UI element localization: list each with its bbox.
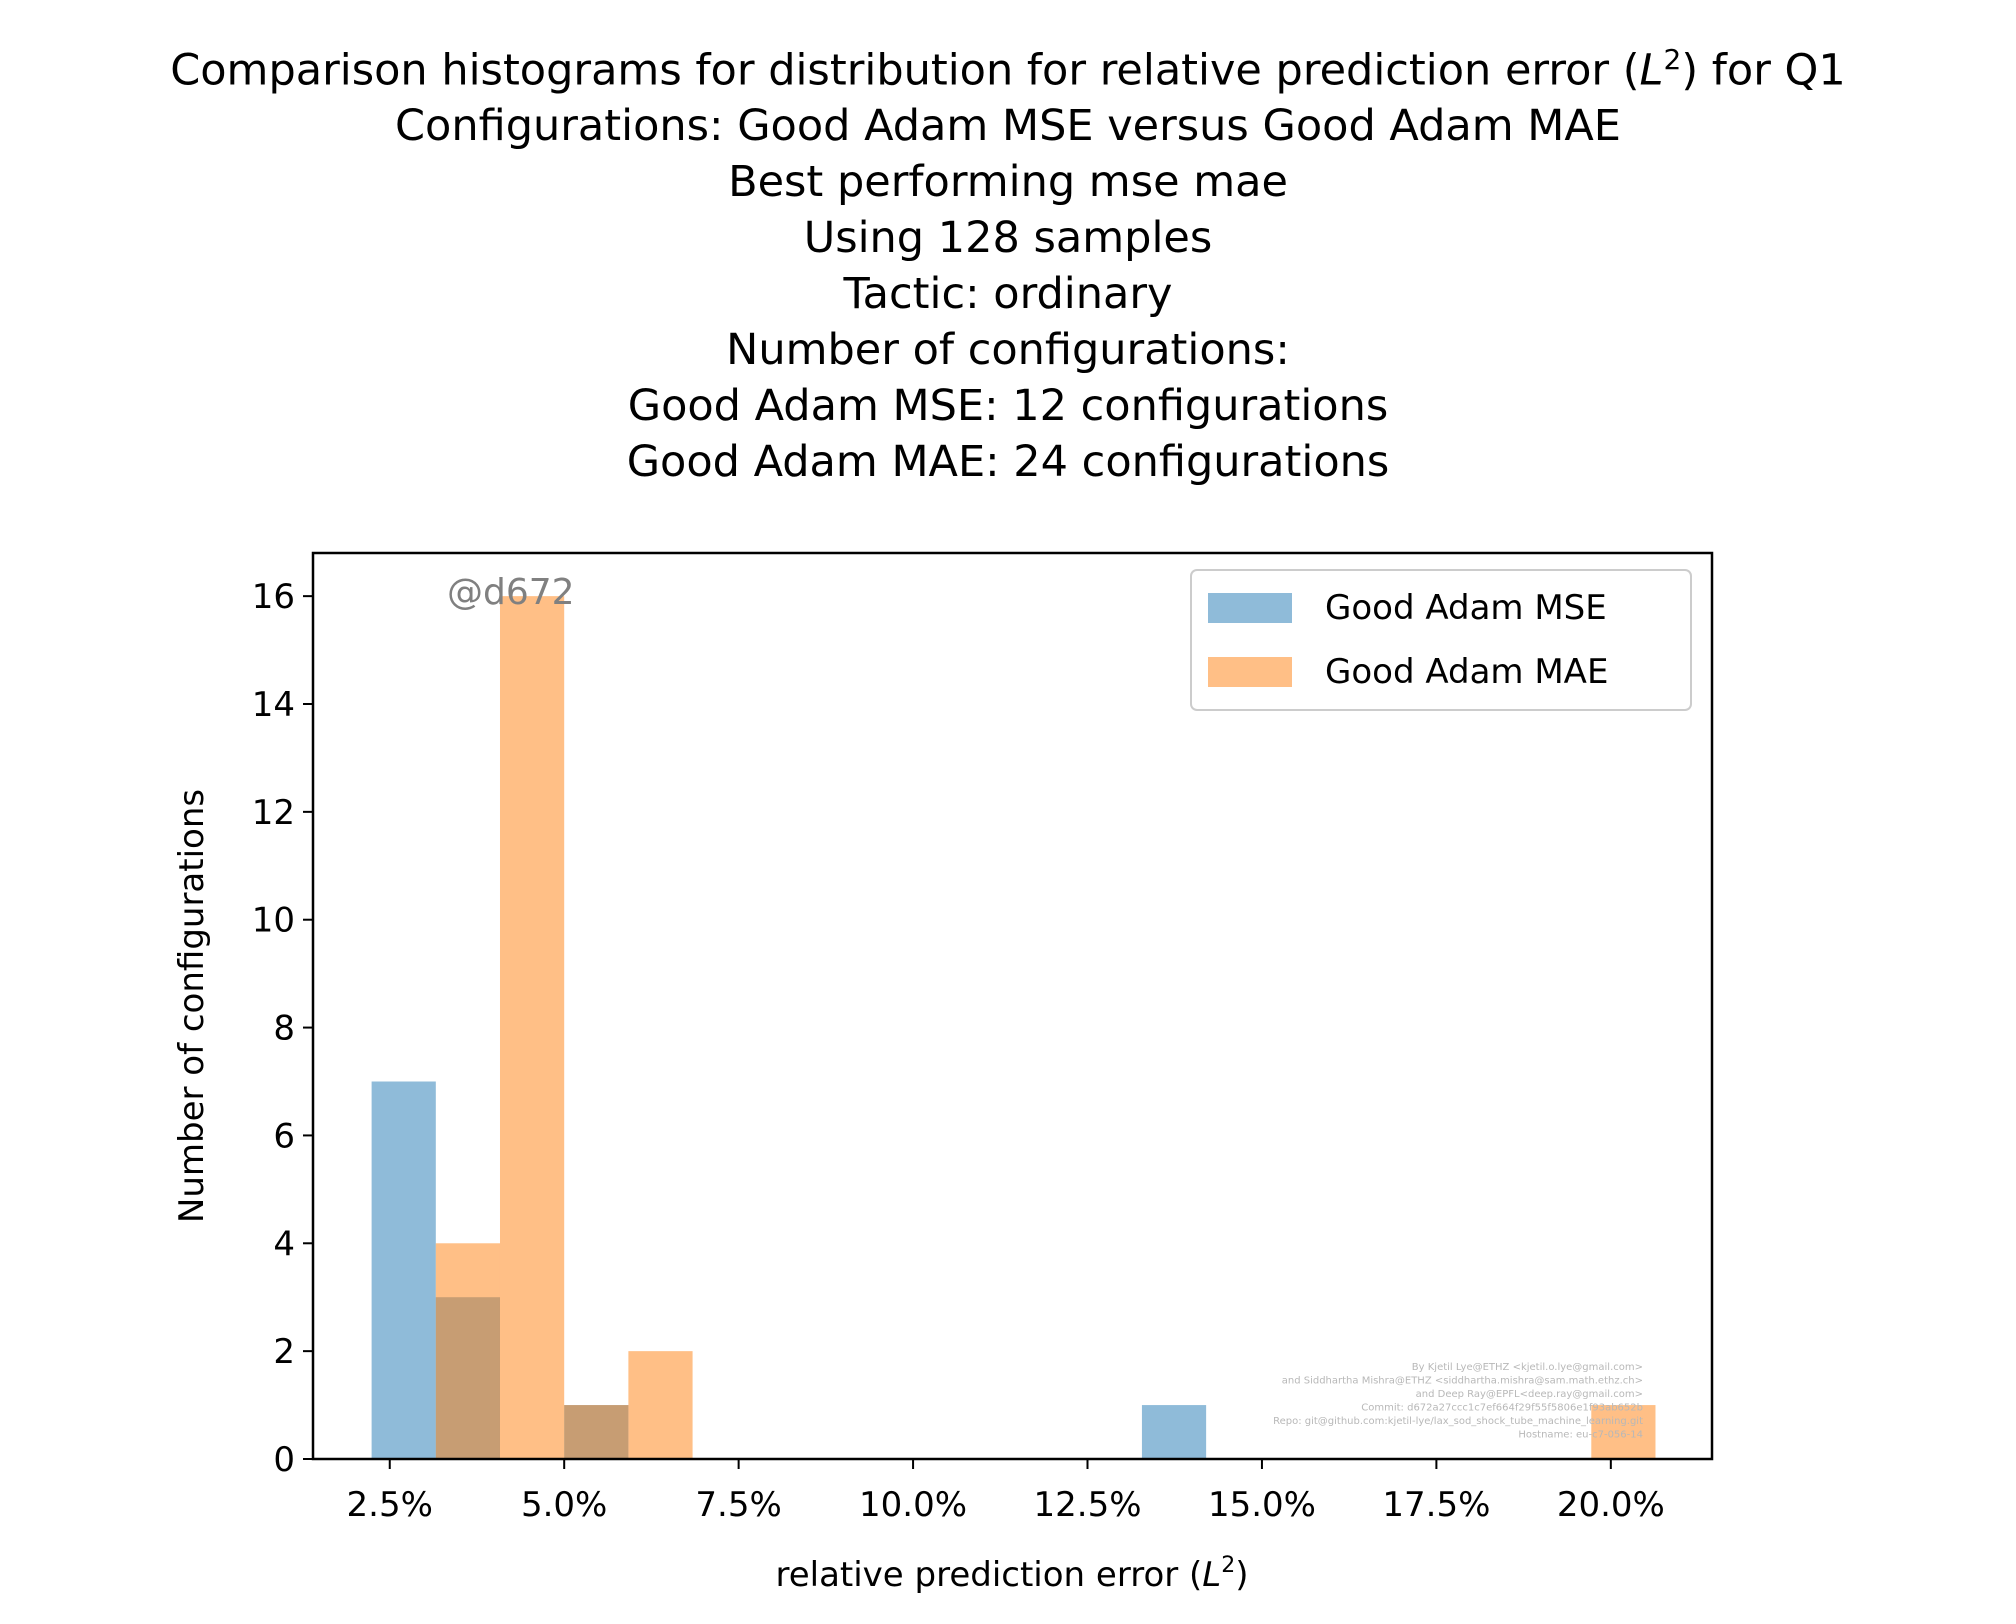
y-tick-label: 0 bbox=[273, 1440, 295, 1480]
y-axis-label: Number of configurations bbox=[172, 789, 212, 1223]
y-tick-label: 10 bbox=[252, 901, 295, 941]
bar-mse-4 bbox=[1141, 1405, 1207, 1459]
chart-title: Comparison histograms for distribution f… bbox=[0, 32, 2016, 490]
x-tick-label: 12.5% bbox=[1034, 1485, 1142, 1525]
footer-line-6: Hostname: eu-c7-056-14 bbox=[1518, 1430, 1643, 1441]
bar-mae-3 bbox=[564, 1405, 629, 1459]
y-tick-label: 8 bbox=[273, 1009, 295, 1049]
x-axis-label: relative prediction error (L2) bbox=[775, 1553, 1248, 1595]
legend: Good Adam MSE Good Adam MAE bbox=[1190, 569, 1692, 711]
footer-line-3: and Deep Ray@EPFL<deep.ray@gmail.com> bbox=[1416, 1389, 1643, 1400]
x-tick-label: 15.0% bbox=[1208, 1485, 1316, 1525]
x-axis-ticks: 2.5% 5.0% 7.5% 10.0% 12.5% 15.0% 17.5% 20.0% bbox=[347, 1459, 1665, 1525]
y-tick-label: 16 bbox=[252, 577, 295, 617]
bar-mae-4 bbox=[628, 1351, 693, 1459]
title-line-2: Configurations: Good Adam MSE versus Goo… bbox=[395, 101, 1621, 152]
y-axis-ticks: 0 2 4 6 8 10 12 14 16 bbox=[252, 577, 313, 1480]
legend-swatch-mse bbox=[1208, 593, 1292, 623]
title-line-6: Number of configurations: bbox=[726, 325, 1290, 376]
x-tick-label: 17.5% bbox=[1382, 1485, 1490, 1525]
x-tick-label: 2.5% bbox=[347, 1485, 433, 1525]
footer-line-5: Repo: git@github.com:kjetil-lye/lax_sod_… bbox=[1273, 1416, 1643, 1427]
footer-credits: By Kjetil Lye@ETHZ <kjetil.o.lye@gmail.c… bbox=[1273, 1362, 1643, 1441]
footer-line-1: By Kjetil Lye@ETHZ <kjetil.o.lye@gmail.c… bbox=[1412, 1362, 1643, 1373]
legend-box bbox=[1190, 569, 1692, 711]
title-line-7: Good Adam MSE: 12 configurations bbox=[627, 381, 1389, 432]
y-tick-label: 2 bbox=[273, 1332, 295, 1372]
x-tick-label: 20.0% bbox=[1557, 1485, 1665, 1525]
title-line-3: Best performing mse mae bbox=[728, 157, 1288, 208]
x-tick-label: 7.5% bbox=[695, 1485, 781, 1525]
y-tick-label: 4 bbox=[273, 1224, 295, 1264]
y-tick-label: 14 bbox=[252, 685, 295, 725]
bar-mae-1 bbox=[435, 1243, 500, 1459]
plot-frame bbox=[311, 551, 1714, 1461]
title-line-1: Comparison histograms for distribution f… bbox=[170, 43, 1846, 96]
y-tick-label: 6 bbox=[273, 1116, 295, 1156]
bar-mse-1 bbox=[371, 1081, 436, 1459]
title-line-5: Tactic: ordinary bbox=[843, 269, 1173, 320]
legend-swatch-mae bbox=[1208, 657, 1292, 687]
title-line-8: Good Adam MAE: 24 configurations bbox=[626, 437, 1390, 488]
x-tick-label: 5.0% bbox=[521, 1485, 607, 1525]
legend-label-mae: Good Adam MAE bbox=[1325, 652, 1608, 692]
bars-layer bbox=[371, 596, 1656, 1459]
footer-line-4: Commit: d672a27ccc1c7ef664f29f55f5806e1f… bbox=[1361, 1403, 1643, 1414]
footer-line-2: and Siddhartha Mishra@ETHZ <siddhartha.m… bbox=[1282, 1376, 1643, 1387]
bar-mae-5 bbox=[1591, 1405, 1656, 1459]
y-tick-label: 12 bbox=[252, 793, 295, 833]
commit-annotation: @d672 bbox=[447, 572, 575, 613]
bar-mae-2 bbox=[499, 596, 565, 1459]
x-tick-label: 10.0% bbox=[859, 1485, 967, 1525]
legend-label-mse: Good Adam MSE bbox=[1325, 588, 1607, 628]
title-line-4: Using 128 samples bbox=[803, 213, 1213, 264]
